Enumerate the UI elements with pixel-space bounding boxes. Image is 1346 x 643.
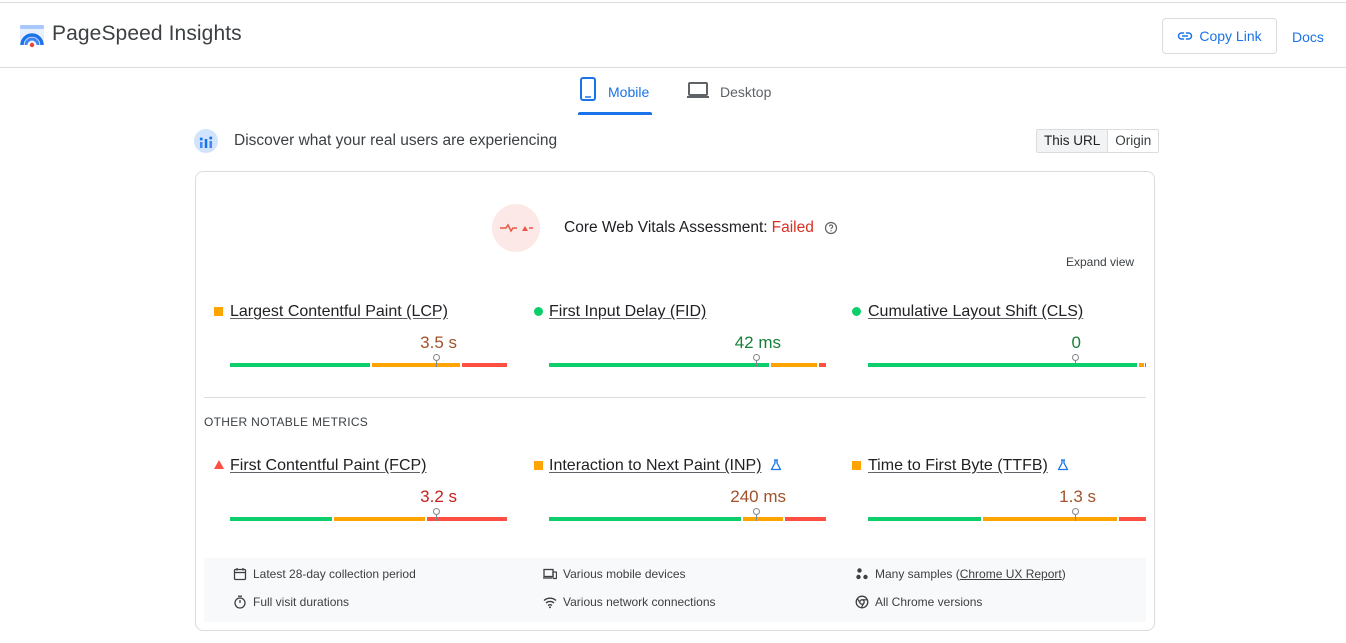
experimental-flask-icon[interactable] [1057, 459, 1069, 471]
metric-cls-title[interactable]: Cumulative Layout Shift (CLS) [868, 303, 1084, 320]
cwv-assessment: Core Web Vitals Assessment: Failed [564, 219, 838, 237]
chrome-icon [855, 595, 869, 609]
metric-fid-distribution-bar [549, 363, 826, 367]
metric-fid-value: 42 ms [734, 333, 781, 352]
toggle-this-url[interactable]: This URL [1037, 130, 1109, 152]
bar-poor-segment [1119, 517, 1146, 521]
samples-icon [856, 568, 868, 580]
metric-fid-title[interactable]: First Input Delay (FID) [549, 303, 707, 320]
field-data-heading: Discover what your real users are experi… [234, 132, 558, 149]
info-collection-period: Latest 28-day collection period [233, 567, 416, 581]
metric-lcp-value: 3.5 s [420, 333, 457, 352]
url-origin-toggle: This URL Origin [1036, 129, 1160, 153]
field-data-card [195, 171, 1155, 631]
info-devices-text: Various mobile devices [563, 567, 686, 581]
info-period-text: Latest 28-day collection period [253, 567, 416, 581]
copy-link-label: Copy Link [1199, 28, 1262, 44]
phone-icon [580, 77, 596, 101]
wifi-icon [543, 597, 557, 609]
assessment-status: Failed [771, 219, 814, 236]
link-icon [1178, 32, 1193, 40]
info-samples-text: Many samples (Chrome UX Report) [875, 567, 1066, 581]
info-chrome-text: All Chrome versions [875, 595, 983, 609]
chrome-ux-report-link[interactable]: Chrome UX Report [959, 567, 1062, 581]
docs-link[interactable]: Docs [1292, 29, 1324, 45]
section-divider [204, 397, 1146, 398]
tab-desktop-label: Desktop [720, 84, 772, 100]
bar-good-segment [868, 363, 1137, 367]
tab-desktop[interactable]: Desktop [686, 76, 771, 116]
info-durations-text: Full visit durations [253, 595, 350, 609]
metric-cls-value: 0 [1071, 333, 1081, 352]
metric-ttfb-value: 1.3 s [1059, 487, 1096, 506]
active-tab-indicator [578, 112, 652, 115]
bar-poor-segment [785, 517, 826, 521]
tab-mobile-label: Mobile [608, 84, 650, 100]
metric-fcp-distribution-bar [230, 517, 507, 521]
good-indicator-icon [534, 307, 543, 316]
bar-poor-segment [427, 517, 507, 521]
bar-poor-segment [819, 363, 826, 367]
devices-icon [543, 568, 557, 580]
expand-view-link[interactable]: Expand view [1066, 255, 1135, 269]
bar-good-segment [549, 363, 769, 367]
bar-average-segment [983, 517, 1117, 521]
average-indicator-icon [534, 461, 543, 470]
average-indicator-icon [852, 461, 861, 470]
info-network: Various network connections [543, 595, 716, 609]
tab-mobile[interactable]: Mobile [578, 76, 649, 116]
bar-good-segment [549, 517, 741, 521]
copy-link-button[interactable]: Copy Link [1162, 18, 1277, 54]
laptop-icon [687, 82, 709, 98]
bar-poor-segment [462, 363, 507, 367]
metric-lcp-distribution-bar [230, 363, 507, 367]
info-chrome-versions: All Chrome versions [855, 595, 982, 609]
other-metrics-heading: OTHER NOTABLE METRICS [204, 415, 369, 429]
bar-good-segment [230, 517, 332, 521]
percentile-marker [433, 354, 440, 367]
toggle-origin[interactable]: Origin [1115, 133, 1152, 148]
percentile-marker [1072, 354, 1079, 367]
metric-inp-value: 240 ms [730, 487, 786, 506]
experimental-flask-icon[interactable] [770, 459, 782, 471]
metric-cls-distribution-bar [868, 363, 1146, 367]
pagespeed-logo-icon[interactable] [19, 23, 45, 49]
good-indicator-icon [852, 307, 861, 316]
percentile-marker [753, 354, 760, 367]
bar-average-segment [1139, 363, 1144, 367]
calendar-icon [233, 568, 247, 581]
bar-average-segment [334, 517, 425, 521]
bar-good-segment [868, 517, 981, 521]
info-durations: Full visit durations [233, 595, 349, 609]
top-bar: PageSpeed Insights Copy Link Docs [0, 2, 1346, 68]
bar-good-segment [230, 363, 370, 367]
bar-average-segment [771, 363, 817, 367]
info-samples: Many samples (Chrome UX Report) [855, 567, 1066, 581]
metric-fcp-title[interactable]: First Contentful Paint (FCP) [230, 457, 427, 474]
info-devices: Various mobile devices [543, 567, 686, 581]
help-icon[interactable] [824, 221, 838, 235]
metric-inp-title[interactable]: Interaction to Next Paint (INP) [549, 457, 762, 474]
metric-lcp-title[interactable]: Largest Contentful Paint (LCP) [230, 303, 448, 320]
percentile-marker [433, 508, 440, 521]
metric-fcp-value: 3.2 s [420, 487, 457, 506]
percentile-marker [753, 508, 760, 521]
bar-poor-segment [1145, 363, 1146, 367]
average-indicator-icon [214, 307, 223, 316]
metric-ttfb-distribution-bar [868, 517, 1146, 521]
assessment-label: Core Web Vitals Assessment: [564, 219, 768, 236]
bar-average-segment [372, 363, 460, 367]
metric-ttfb-title[interactable]: Time to First Byte (TTFB) [868, 457, 1048, 474]
percentile-marker [1072, 508, 1079, 521]
collection-info-panel [204, 558, 1146, 622]
stopwatch-icon [234, 595, 246, 609]
app-title: PageSpeed Insights [52, 22, 242, 45]
bar-average-segment [743, 517, 783, 521]
poor-indicator-icon [214, 460, 224, 469]
metric-inp-distribution-bar [549, 517, 826, 521]
assessment-failed-icon [492, 204, 540, 252]
info-network-text: Various network connections [563, 595, 716, 609]
users-chart-icon [194, 129, 218, 153]
